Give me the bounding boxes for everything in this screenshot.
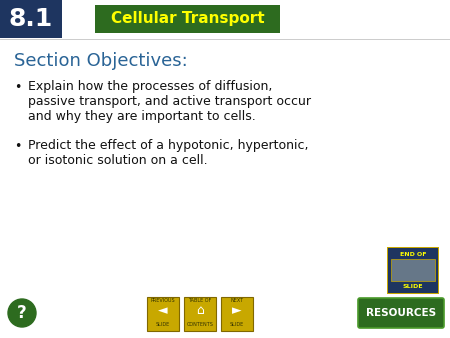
Text: 8.1: 8.1 [9, 7, 53, 31]
FancyBboxPatch shape [388, 248, 438, 293]
Text: SLIDE: SLIDE [230, 321, 244, 327]
Text: •: • [14, 81, 22, 94]
Text: Cellular Transport: Cellular Transport [111, 11, 264, 26]
Text: Explain how the processes of diffusion,: Explain how the processes of diffusion, [28, 80, 272, 93]
FancyBboxPatch shape [95, 5, 280, 33]
Text: END OF: END OF [400, 251, 426, 257]
Text: ?: ? [17, 304, 27, 322]
Circle shape [8, 299, 36, 327]
FancyBboxPatch shape [221, 297, 253, 331]
Text: passive transport, and active transport occur: passive transport, and active transport … [28, 95, 311, 108]
Text: or isotonic solution on a cell.: or isotonic solution on a cell. [28, 154, 207, 167]
Text: •: • [14, 140, 22, 153]
Text: RESOURCES: RESOURCES [366, 308, 436, 318]
Text: TABLE OF: TABLE OF [189, 298, 211, 304]
FancyBboxPatch shape [147, 297, 179, 331]
Text: CONTENTS: CONTENTS [187, 321, 213, 327]
Text: ⌂: ⌂ [196, 305, 204, 317]
Text: Predict the effect of a hypotonic, hypertonic,: Predict the effect of a hypotonic, hyper… [28, 139, 309, 152]
Text: SLIDE: SLIDE [403, 285, 423, 290]
Text: and why they are important to cells.: and why they are important to cells. [28, 110, 256, 123]
FancyBboxPatch shape [391, 259, 435, 281]
FancyBboxPatch shape [184, 297, 216, 331]
FancyBboxPatch shape [0, 0, 62, 38]
FancyBboxPatch shape [358, 298, 444, 328]
Text: SLIDE: SLIDE [156, 321, 170, 327]
Text: ◄: ◄ [158, 305, 168, 317]
Text: ►: ► [232, 305, 242, 317]
Text: PREVIOUS: PREVIOUS [151, 298, 176, 304]
Text: Section Objectives:: Section Objectives: [14, 52, 188, 70]
Text: NEXT: NEXT [230, 298, 243, 304]
FancyBboxPatch shape [387, 247, 439, 294]
